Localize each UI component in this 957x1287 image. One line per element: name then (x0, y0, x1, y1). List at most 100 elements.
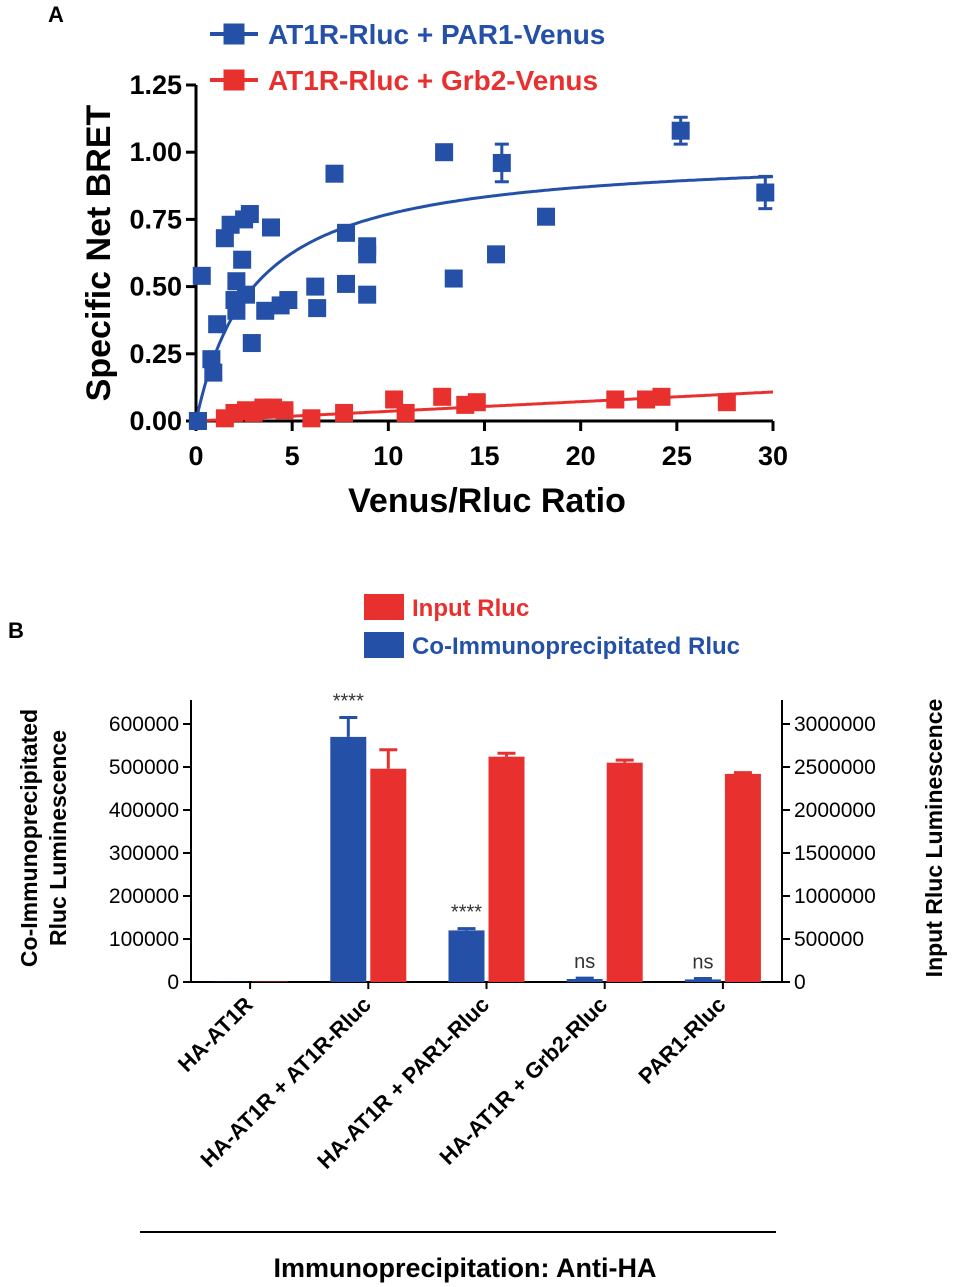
left-y-ticks-b: 0 100000 200000 300000 400000 500000 600000 (109, 713, 191, 994)
legend-a-marker-par1 (223, 23, 245, 45)
data-point-par1 (671, 121, 690, 140)
left-y-tick-label-b: 500000 (109, 756, 179, 779)
category-label: HA-AT1R (173, 992, 258, 1077)
data-point-par1 (306, 277, 325, 296)
data-point-par1 (308, 299, 327, 318)
legend-b: Input Rluc Co-Immunoprecipitated Rluc (364, 594, 740, 660)
data-point-par1 (492, 153, 511, 172)
left-y-tick-label-b: 100000 (109, 928, 179, 951)
left-y-tick-label-b: 200000 (109, 885, 179, 908)
data-point-par1 (256, 301, 275, 320)
y-tick-label-a: 0.75 (129, 204, 182, 234)
left-y-tick-label-b: 300000 (109, 842, 179, 865)
data-point-par1 (233, 250, 252, 269)
significance-label: **** (451, 902, 482, 924)
y-ticks-a: 0.00 0.25 0.50 0.75 1.00 1.25 (129, 70, 196, 436)
bar-input (488, 756, 525, 982)
y-tick-label-a: 1.00 (129, 137, 182, 167)
bar-coip (566, 978, 603, 982)
data-point-par1 (227, 301, 246, 320)
y-tick-label-a: 0.50 (129, 272, 182, 302)
legend-a-label-par1: AT1R-Rluc + PAR1-Venus (268, 19, 605, 50)
data-point-par1 (337, 274, 356, 293)
legend-a: AT1R-Rluc + PAR1-Venus AT1R-Rluc + Grb2-… (210, 19, 605, 96)
y-axis-title-a: Specific Net BRET (80, 104, 118, 401)
data-point-grb2 (637, 390, 656, 409)
data-point-par1 (325, 164, 344, 183)
significance-label: ns (574, 951, 595, 973)
y-tick-label-a: 0.25 (129, 339, 182, 369)
data-point-par1 (188, 412, 207, 430)
data-point-par1 (204, 363, 223, 382)
data-point-par1 (435, 143, 454, 162)
significance-label: ns (692, 952, 713, 974)
bar-input (724, 773, 761, 982)
x-axis-title-b: Immunoprecipitation: Anti-HA (274, 1253, 657, 1283)
data-point-grb2 (275, 401, 294, 420)
right-y-tick-label-b: 1500000 (794, 842, 876, 865)
x-ticks-a: 0 5 10 15 20 25 30 (188, 421, 788, 471)
data-point-par1 (237, 285, 256, 304)
data-point-grb2 (606, 390, 625, 409)
x-tick-label-a: 30 (758, 441, 788, 471)
data-point-par1 (242, 334, 261, 353)
bars-b: **** **** ns ns (212, 691, 761, 982)
legend-b-label-coip: Co-Immunoprecipitated Rluc (412, 633, 740, 660)
data-point-par1 (208, 315, 227, 334)
panel-letter-b: B (8, 618, 24, 643)
x-tick-label-a: 25 (662, 441, 692, 471)
right-y-ticks-b: 0 500000 1000000 1500000 2000000 2500000 30000… (782, 713, 876, 994)
bar-input (370, 768, 407, 982)
data-point-par1 (358, 237, 377, 256)
left-y-tick-label-b: 0 (167, 971, 179, 994)
bar-input (606, 762, 643, 982)
y-tick-label-a: 0.00 (129, 406, 182, 436)
data-point-grb2 (302, 409, 321, 428)
data-point-par1 (192, 266, 211, 285)
fit-curve-par1 (194, 175, 774, 422)
x-tick-label-a: 15 (469, 441, 499, 471)
data-point-grb2 (396, 403, 415, 422)
legend-b-marker-coip (364, 632, 404, 658)
right-y-tick-label-b: 1000000 (794, 885, 876, 908)
x-tick-label-a: 5 (285, 441, 300, 471)
right-y-axis-title-b: Input Rluc Luminescence (921, 699, 947, 978)
data-point-grb2 (467, 393, 486, 412)
data-point-par1 (279, 291, 298, 310)
axes-b: 0 100000 200000 300000 400000 500000 600000 0 5… (109, 700, 876, 994)
legend-b-marker-input (364, 594, 404, 620)
right-y-tick-label-b: 2000000 (794, 799, 876, 822)
left-y-tick-label-b: 400000 (109, 799, 179, 822)
data-point-grb2 (717, 393, 736, 412)
legend-b-label-input: Input Rluc (412, 595, 529, 622)
data-point-par1 (358, 285, 377, 304)
right-y-tick-label-b: 0 (794, 971, 806, 994)
bar-coip (448, 930, 485, 982)
data-point-grb2 (652, 387, 671, 406)
data-point-par1 (240, 205, 259, 224)
x-axis-title-a: Venus/Rluc Ratio (348, 482, 626, 520)
legend-a-label-grb2: AT1R-Rluc + Grb2-Venus (268, 65, 598, 96)
right-y-tick-label-b: 500000 (794, 928, 864, 951)
data-point-par1 (262, 218, 281, 237)
data-point-par1 (444, 269, 463, 288)
data-point-par1 (487, 245, 506, 264)
left-y-tick-label-b: 600000 (109, 713, 179, 736)
legend-a-marker-grb2 (223, 69, 245, 91)
data-point-grb2 (335, 403, 354, 422)
significance-label: **** (333, 691, 364, 713)
category-label: PAR1-Rluc (634, 992, 731, 1089)
right-y-tick-label-b: 2500000 (794, 756, 876, 779)
left-y-axis-title-b-line1: Co-Immunoprecipitated (16, 709, 42, 967)
bar-coip (330, 736, 367, 982)
x-tick-label-a: 20 (566, 441, 596, 471)
y-tick-label-a: 1.25 (129, 70, 182, 100)
axes-a: 0.00 0.25 0.50 0.75 1.00 1.25 0 5 10 15 20 25 30 (129, 70, 788, 471)
data-point-par1 (337, 223, 356, 242)
data-point-par1 (756, 183, 775, 202)
left-y-axis-title-b-line2: Rluc Luminescence (45, 730, 71, 946)
data-point-par1 (537, 207, 556, 226)
right-y-tick-label-b: 3000000 (794, 713, 876, 736)
